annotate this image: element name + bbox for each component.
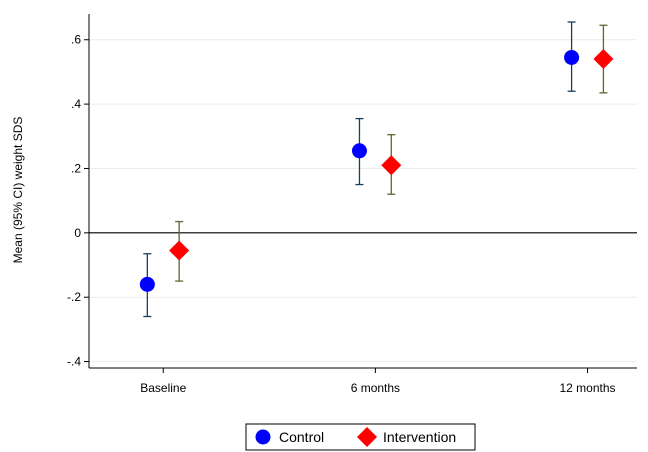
x-axis-ticks: Baseline 6 months 12 months <box>140 368 616 395</box>
series-intervention <box>169 24 614 282</box>
y-tick-label: -.4 <box>67 355 81 369</box>
legend-label: Intervention <box>383 429 456 445</box>
data-point-circle <box>139 276 155 292</box>
axes <box>88 14 637 369</box>
y-axis-ticks: -.4 -.2 0 .2 .4 .6 <box>67 33 89 369</box>
x-tick-label: Baseline <box>140 381 186 395</box>
y-tick-label: 0 <box>74 226 81 240</box>
data-point-diamond <box>381 155 402 176</box>
y-tick-label: .4 <box>71 97 81 111</box>
data-point-diamond <box>169 240 190 261</box>
x-tick-label: 6 months <box>351 381 400 395</box>
x-tick-label: 12 months <box>559 381 615 395</box>
y-axis-title: Mean (95% CI) weight SDS <box>11 117 25 264</box>
y-tick-label: .6 <box>71 33 81 47</box>
legend-marker-diamond <box>357 427 377 447</box>
data-point-circle <box>351 143 367 159</box>
data-point-circle <box>564 49 580 65</box>
series-control <box>139 21 580 318</box>
y-tick-label: .2 <box>71 161 81 175</box>
legend: Control Intervention <box>245 423 476 451</box>
legend-label: Control <box>279 429 324 445</box>
data-point-diamond <box>593 49 614 70</box>
y-tick-label: -.2 <box>67 290 81 304</box>
gridlines <box>89 39 637 363</box>
data-points <box>139 21 614 318</box>
legend-marker-circle <box>255 429 271 445</box>
